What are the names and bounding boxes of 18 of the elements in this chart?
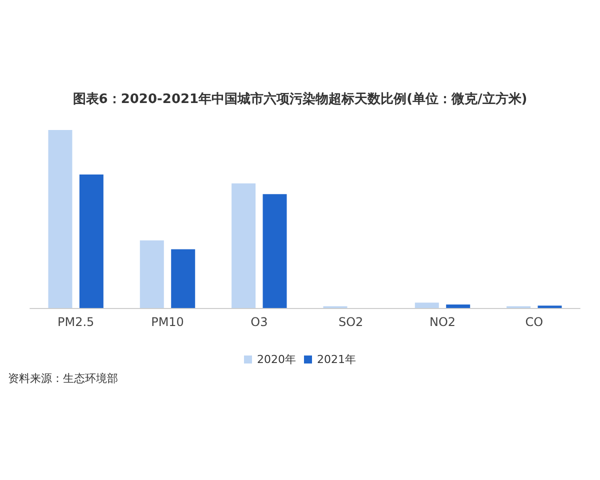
text: 资料来源：生态环境部 <box>8 372 118 385</box>
bar <box>79 174 104 308</box>
legend-label: 2021年 <box>317 353 356 366</box>
bar <box>262 194 287 308</box>
bar <box>446 304 470 308</box>
x-tick-label: PM2.5 <box>57 315 94 329</box>
bar <box>232 183 256 308</box>
bar <box>140 240 164 308</box>
x-tick-label: O3 <box>250 315 268 329</box>
x-tick-label: NO2 <box>429 315 456 329</box>
x-tick-label: PM10 <box>151 315 184 329</box>
bar <box>48 130 72 308</box>
bar <box>414 302 439 308</box>
x-tick-label: SO2 <box>338 315 364 329</box>
legend-label: 2020年 <box>257 353 296 366</box>
x-tick-label: CO <box>525 315 544 329</box>
bar <box>171 249 196 308</box>
chart-title: 图表6：2020-2021年中国城市六项污染物超标天数比例(单位：微克/立方米) <box>72 91 528 107</box>
